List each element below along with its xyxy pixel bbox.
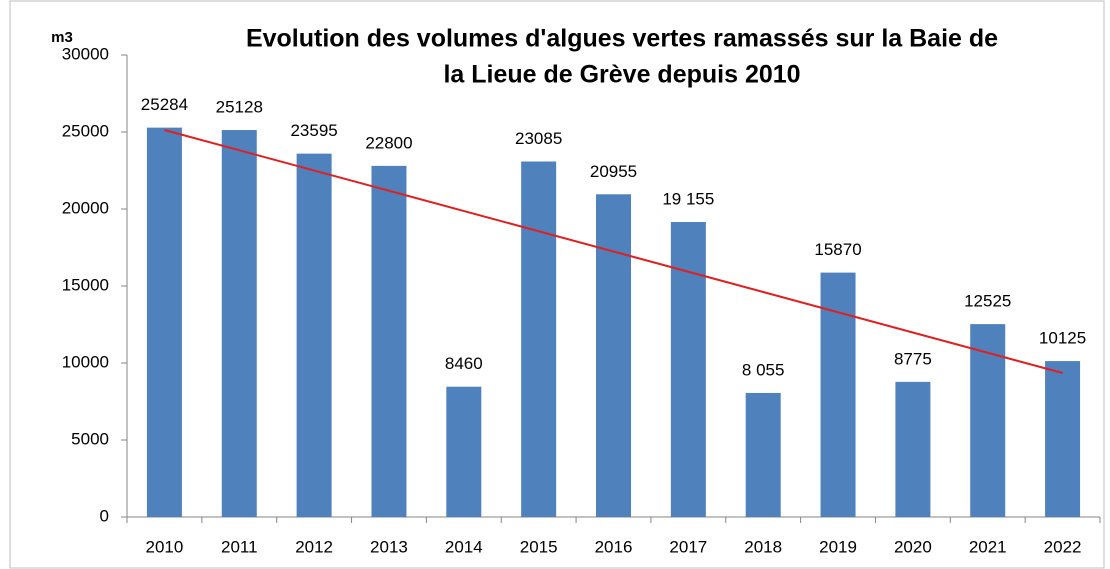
bar [1045,361,1081,517]
x-tick-label: 2017 [669,537,707,556]
bar [221,130,257,517]
y-tick-label: 15000 [62,275,109,294]
data-label: 8 055 [742,360,785,379]
data-label: 12525 [964,292,1011,311]
x-tick-label: 2022 [1044,537,1082,556]
y-tick-label: 25000 [62,121,109,140]
x-tick-label: 2016 [595,537,633,556]
y-axis-label: m3 [51,29,73,46]
bar [745,392,781,517]
chart-title: Evolution des volumes d'algues vertes ra… [246,25,998,53]
x-tick-label: 2010 [146,537,184,556]
data-label: 25128 [216,98,263,117]
bar [670,222,706,517]
x-tick-label: 2015 [520,537,558,556]
data-label: 23595 [290,121,337,140]
bar [895,381,931,517]
bar [371,165,407,517]
data-label: 23085 [515,129,562,148]
x-tick-label: 2021 [969,537,1007,556]
data-label: 20955 [590,162,637,181]
x-tick-label: 2012 [295,537,333,556]
bar [446,386,482,517]
x-tick-label: 2018 [744,537,782,556]
x-tick-label: 2013 [370,537,408,556]
data-label: 10125 [1039,329,1086,348]
data-label: 22800 [365,133,412,152]
bar [521,161,557,517]
chart-title: la Lieue de Grève depuis 2010 [443,61,800,89]
data-label: 15870 [814,240,861,259]
y-tick-label: 10000 [62,352,109,371]
bar [146,127,182,517]
bar [820,272,856,517]
data-label: 8775 [894,349,932,368]
x-tick-label: 2011 [221,537,258,556]
bar [596,194,631,517]
y-tick-label: 20000 [62,198,109,217]
y-tick-label: 0 [100,506,109,525]
y-tick-label: 30000 [62,44,109,63]
data-label: 8460 [445,354,483,373]
data-label: 25284 [141,95,188,114]
y-tick-label: 5000 [71,429,109,448]
bar [296,153,332,517]
x-tick-label: 2019 [819,537,857,556]
data-label: 19 155 [662,189,714,208]
x-tick-label: 2020 [894,537,932,556]
trendline [164,129,1063,374]
x-tick-label: 2014 [445,537,483,556]
